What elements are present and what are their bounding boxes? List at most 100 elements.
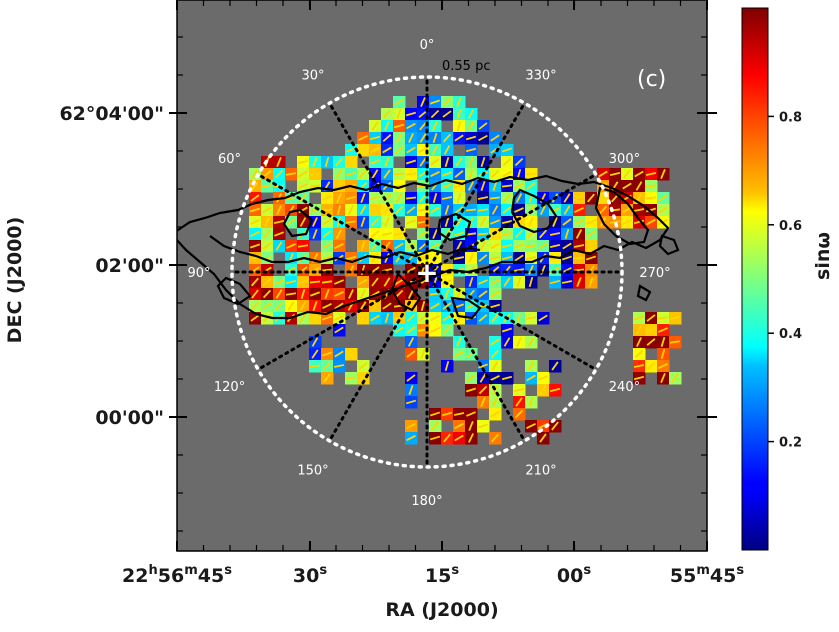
polarization-segment xyxy=(310,291,320,297)
polarization-segment xyxy=(453,256,465,260)
polarization-segment xyxy=(443,145,451,155)
contour-line xyxy=(450,296,482,320)
polarization-segment xyxy=(250,301,260,311)
polarization-segment xyxy=(345,195,357,201)
polarization-segment xyxy=(299,301,307,311)
polarization-segment xyxy=(501,375,513,381)
polarization-segment xyxy=(382,146,392,154)
radial-line xyxy=(328,101,429,274)
polarization-segment xyxy=(369,159,381,165)
polarization-segment xyxy=(442,314,452,322)
polarization-segment xyxy=(405,219,417,225)
radial-line xyxy=(328,270,429,443)
polarization-segment xyxy=(309,316,321,320)
polarization-segments xyxy=(249,97,681,443)
polarization-segment xyxy=(646,314,656,322)
panel-label: (c) xyxy=(637,67,666,92)
polarization-segment xyxy=(348,157,354,167)
polarization-segment xyxy=(359,205,367,215)
polarization-segment xyxy=(406,266,416,274)
colorbar-tick-label: 0.4 xyxy=(779,327,802,342)
polarization-segment xyxy=(478,122,488,130)
polarization-segment xyxy=(478,279,488,285)
polarization-segment xyxy=(275,289,283,299)
polarization-segment xyxy=(480,241,486,251)
y-tick-label: 00'00" xyxy=(95,407,164,429)
polarization-segment xyxy=(285,172,297,176)
polarization-segment xyxy=(478,290,488,298)
polarization-segment xyxy=(658,206,668,214)
polarization-segment xyxy=(405,196,417,200)
polarization-segment xyxy=(454,206,464,214)
polarization-segment xyxy=(454,170,464,178)
polarization-segment xyxy=(574,195,584,201)
polarization-segment xyxy=(263,229,271,239)
polarization-segment xyxy=(491,433,499,443)
polarization-segment xyxy=(395,133,403,143)
polarization-segment xyxy=(516,337,522,347)
polarization-segment xyxy=(384,121,390,131)
polarization-segment xyxy=(285,196,297,200)
polarization-segment xyxy=(645,172,657,176)
polarization-segment xyxy=(477,363,489,369)
polarization-segment xyxy=(262,313,272,323)
polarization-segment xyxy=(249,243,261,249)
polarization-segment xyxy=(405,172,417,176)
polarization-segment xyxy=(549,243,561,249)
polarization-segment xyxy=(442,133,452,143)
polarization-segment xyxy=(262,278,272,286)
polarization-segment xyxy=(322,230,332,238)
polarization-segment xyxy=(408,133,414,143)
polarization-segment xyxy=(298,279,308,285)
polarization-segment xyxy=(502,157,512,167)
polarization-segment xyxy=(539,433,547,443)
x-axis-label: RA (J2000) xyxy=(385,599,498,621)
polarization-segment xyxy=(369,135,381,141)
polarization-segment xyxy=(456,337,462,347)
polarization-segment xyxy=(573,268,585,272)
polarization-segment xyxy=(574,219,584,225)
polarization-segment xyxy=(371,205,379,215)
polarization-segment xyxy=(345,220,357,224)
radial-lines xyxy=(230,75,624,469)
polarization-segment xyxy=(480,180,486,192)
polarization-segment xyxy=(370,217,380,227)
polarization-segment xyxy=(262,242,272,250)
polarization-segment xyxy=(609,220,621,224)
polarization-segment xyxy=(298,206,308,214)
polarization-segment xyxy=(429,435,441,441)
radial-line xyxy=(425,101,526,274)
polarization-segment xyxy=(394,98,404,106)
polarization-segment xyxy=(514,254,524,262)
polarization-segment xyxy=(465,208,477,212)
polarization-segment xyxy=(489,196,501,200)
contour-line xyxy=(594,186,650,246)
contour-line xyxy=(436,212,472,242)
polarization-segment xyxy=(442,110,452,118)
polarization-segment xyxy=(454,350,464,358)
x-tick-label: 15s xyxy=(425,563,459,587)
polarization-segment xyxy=(345,255,357,261)
polarization-segment xyxy=(574,207,584,213)
polarization-segment xyxy=(660,348,666,360)
polarization-segment xyxy=(297,160,309,164)
polarization-segment xyxy=(586,230,596,238)
polarization-segment xyxy=(384,157,390,167)
polarization-segment xyxy=(420,349,426,359)
polarization-segment xyxy=(394,205,404,215)
polarization-segment xyxy=(669,340,681,344)
colorbar-tick-label: 0.2 xyxy=(779,436,802,451)
polarization-segment xyxy=(588,277,594,287)
polarization-segment xyxy=(453,231,465,237)
polarization-segment xyxy=(395,193,403,203)
polarization-segment xyxy=(393,123,405,129)
contour-line xyxy=(658,234,680,256)
polarization-segment xyxy=(405,111,417,117)
polarization-segment xyxy=(513,268,525,272)
y-axis-label: DEC (J2000) xyxy=(4,217,26,344)
polarization-segment xyxy=(441,411,453,417)
polarization-segment xyxy=(251,289,259,299)
polarization-segment xyxy=(261,184,273,188)
polarization-segment xyxy=(309,280,321,284)
polarization-segment xyxy=(275,241,283,251)
